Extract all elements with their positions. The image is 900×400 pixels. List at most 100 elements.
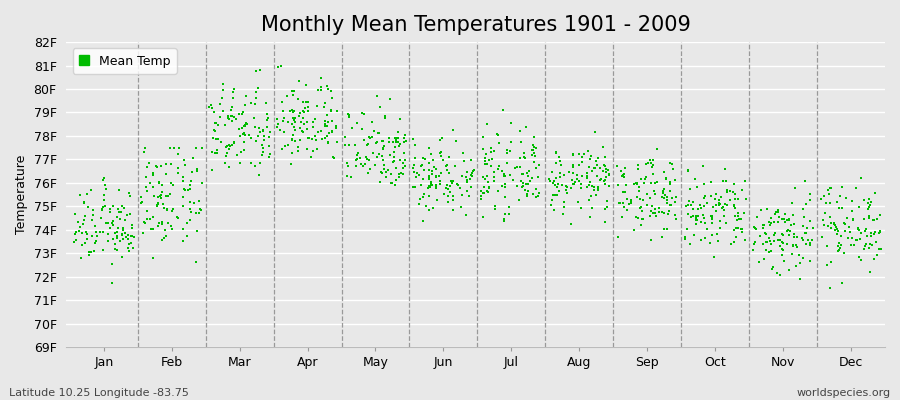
Point [440,167,454,173]
Point [769,209,783,215]
Point [843,242,858,248]
Point [734,226,749,232]
Point [491,163,506,169]
Point [570,171,584,178]
Point [655,190,670,196]
Point [513,155,527,161]
Point [476,174,491,180]
Point [694,237,708,244]
Point [78,229,93,236]
Point [582,197,597,203]
Point [67,239,81,245]
Point [488,203,502,209]
Point [526,159,541,166]
Point [306,118,320,125]
Point [788,241,803,248]
Point [110,233,124,240]
Point [691,212,706,219]
Point [838,221,852,228]
Point [827,221,842,227]
Point [474,196,489,202]
Point [443,183,457,189]
Point [477,190,491,196]
Point [428,166,443,172]
Point [298,105,312,112]
Point [845,235,859,241]
Point [693,204,707,211]
Point [222,142,237,148]
Point [708,196,723,202]
Point [527,152,542,159]
Point [211,147,225,153]
Point [845,217,859,224]
Point [645,203,660,210]
Point [862,204,877,210]
Point [240,121,255,127]
Point [824,259,838,266]
Point [634,216,649,222]
Point [772,237,787,243]
Point [874,246,888,252]
Point [860,206,875,212]
Point [392,171,406,177]
Point [500,147,514,153]
Point [99,186,113,192]
Point [585,168,599,174]
Point [680,226,694,233]
Point [650,179,664,186]
Point [160,220,175,226]
Point [150,194,165,200]
Point [523,178,537,184]
Point [318,118,332,124]
Point [81,204,95,210]
Point [821,187,835,194]
Point [664,161,679,167]
Point [113,208,128,215]
Point [683,186,698,192]
Point [658,192,672,198]
Point [795,235,809,241]
Point [388,182,402,188]
Point [280,118,294,125]
Point [184,178,198,184]
Point [850,225,865,232]
Point [383,171,398,178]
Point [823,285,837,292]
Point [618,165,633,171]
Point [491,130,505,137]
Point [832,247,846,254]
Point [157,235,171,241]
Point [455,192,470,198]
Point [525,175,539,181]
Point [135,199,149,205]
Point [238,123,253,130]
Point [498,181,512,187]
Point [171,170,185,176]
Point [360,155,374,162]
Point [260,111,274,117]
Point [820,243,834,249]
Point [465,168,480,174]
Point [224,112,238,119]
Point [211,136,225,142]
Point [146,254,160,261]
Point [207,127,221,134]
Point [547,182,562,188]
Point [406,165,420,172]
Point [410,170,425,176]
Point [327,155,341,161]
Point [546,178,561,184]
Point [549,148,563,155]
Point [474,188,489,194]
Point [328,125,343,132]
Point [101,220,115,226]
Point [421,185,436,191]
Point [86,207,100,213]
Point [106,218,121,224]
Point [476,146,491,153]
Point [308,133,322,139]
Point [230,152,245,158]
Point [796,222,810,229]
Point [788,184,802,191]
Point [737,237,751,243]
